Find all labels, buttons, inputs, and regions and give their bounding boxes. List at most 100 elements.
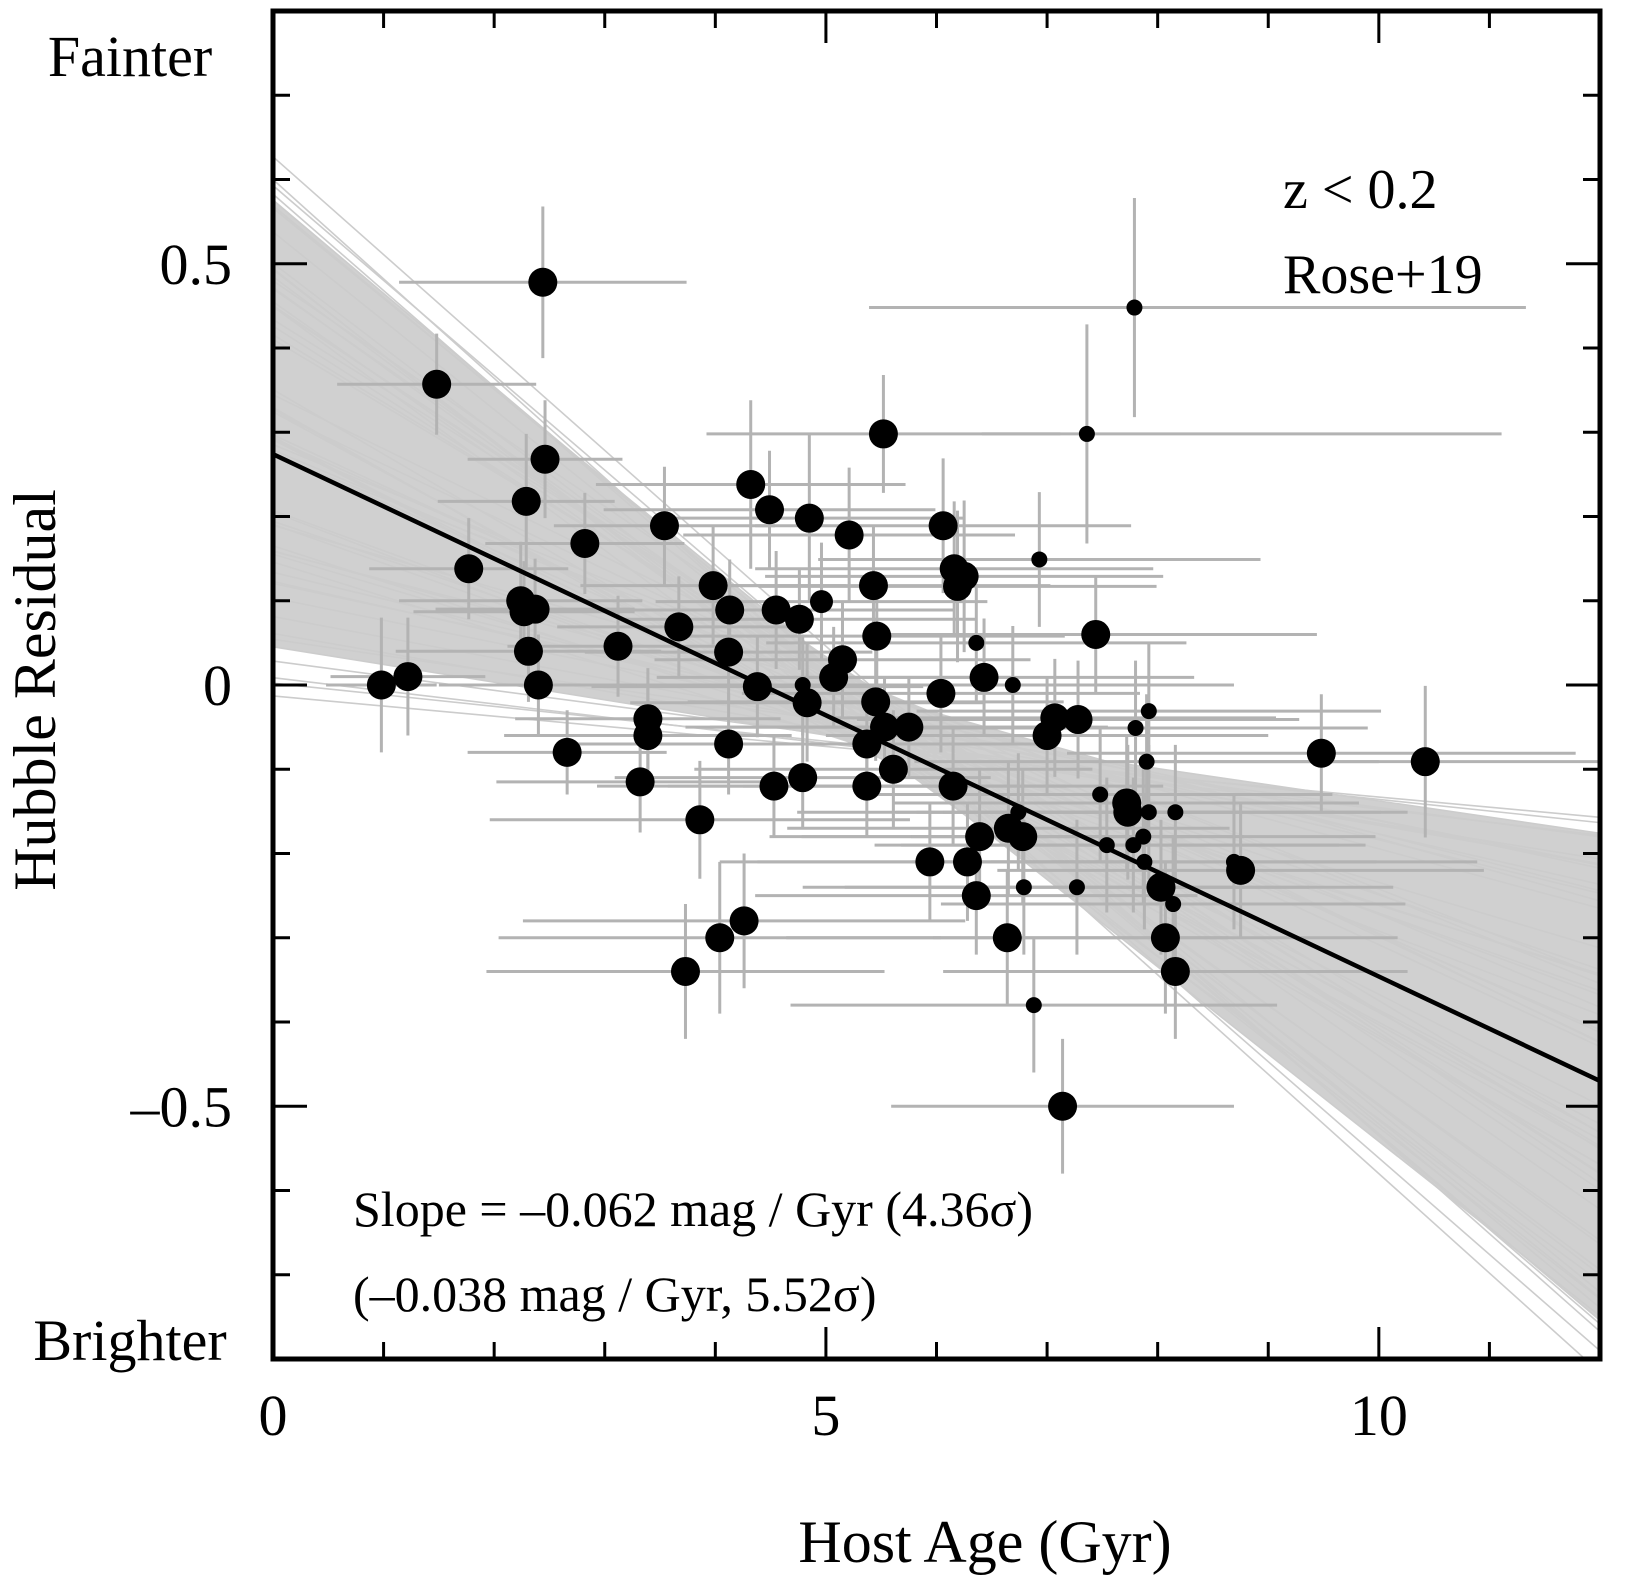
data-point bbox=[870, 712, 900, 742]
data-point bbox=[1226, 855, 1256, 885]
data-point bbox=[664, 612, 694, 642]
x-tick-label: 10 bbox=[1350, 1383, 1408, 1448]
data-point bbox=[513, 636, 543, 666]
data-point bbox=[794, 503, 824, 533]
data-point bbox=[714, 637, 744, 667]
data-point bbox=[1138, 753, 1155, 770]
data-point bbox=[965, 822, 995, 852]
data-point bbox=[952, 847, 982, 877]
data-point bbox=[649, 511, 679, 541]
data-point bbox=[792, 688, 822, 718]
data-point bbox=[1113, 797, 1143, 827]
data-point bbox=[511, 486, 541, 516]
side-label-brighter: Brighter bbox=[33, 1308, 226, 1373]
data-point bbox=[862, 621, 892, 651]
data-point bbox=[1410, 747, 1440, 777]
data-points bbox=[366, 267, 1440, 1121]
data-point bbox=[1150, 923, 1180, 953]
x-axis-title: Host Age (Gyr) bbox=[798, 1509, 1171, 1575]
data-point bbox=[1068, 879, 1085, 896]
data-point bbox=[603, 631, 633, 661]
y-tick-labels: 0.5 0 –0.5 bbox=[130, 232, 233, 1140]
data-point bbox=[705, 923, 735, 953]
slope-annotation: Slope = –0.062 mag / Gyr (4.36σ) bbox=[353, 1181, 1033, 1237]
y-axis-title: Hubble Residual bbox=[2, 489, 68, 891]
y-tick-label: 0 bbox=[203, 653, 232, 718]
data-point bbox=[961, 881, 991, 911]
data-point bbox=[530, 444, 560, 474]
data-point bbox=[834, 520, 864, 550]
data-point bbox=[992, 923, 1022, 953]
data-point bbox=[1048, 1091, 1078, 1121]
data-point bbox=[894, 712, 924, 742]
data-point bbox=[968, 634, 985, 651]
data-point bbox=[714, 729, 744, 759]
data-point bbox=[755, 495, 785, 525]
data-point bbox=[422, 369, 452, 399]
data-point bbox=[938, 771, 968, 801]
data-point bbox=[1126, 299, 1143, 316]
data-point bbox=[1306, 738, 1336, 768]
data-point bbox=[915, 847, 945, 877]
data-point bbox=[878, 754, 908, 784]
data-point bbox=[736, 469, 766, 499]
data-point bbox=[1010, 804, 1027, 821]
posterior-sample-line bbox=[273, 325, 1600, 1175]
data-point bbox=[670, 956, 700, 986]
data-point bbox=[625, 767, 655, 797]
data-point bbox=[861, 687, 891, 717]
data-point bbox=[366, 670, 396, 700]
data-point bbox=[761, 595, 791, 625]
x-tick-label: 0 bbox=[259, 1383, 288, 1448]
posterior-sample-line bbox=[273, 268, 1600, 1300]
posterior-sample-line bbox=[273, 524, 1600, 902]
y-tick-label: 0.5 bbox=[160, 232, 233, 297]
data-point bbox=[928, 511, 958, 541]
data-point bbox=[1140, 703, 1157, 720]
data-point bbox=[1146, 872, 1176, 902]
data-point bbox=[759, 771, 789, 801]
data-point bbox=[698, 571, 728, 601]
data-point bbox=[552, 737, 582, 767]
y-tick-label: –0.5 bbox=[130, 1074, 233, 1139]
data-point bbox=[570, 528, 600, 558]
data-point bbox=[1081, 619, 1111, 649]
data-point bbox=[1078, 425, 1095, 442]
data-point bbox=[1040, 703, 1070, 733]
data-point bbox=[1098, 837, 1115, 854]
data-point bbox=[926, 678, 956, 708]
posterior-sample-line bbox=[273, 580, 1600, 886]
data-point bbox=[809, 590, 833, 614]
data-point bbox=[949, 561, 979, 591]
data-point bbox=[1167, 804, 1184, 821]
posterior-sample-line bbox=[273, 453, 1600, 1031]
data-point bbox=[528, 267, 558, 297]
posterior-sample-line bbox=[273, 443, 1600, 985]
posterior-sample-line bbox=[273, 300, 1600, 1241]
data-point bbox=[393, 662, 423, 692]
data-point bbox=[1015, 879, 1032, 896]
data-point bbox=[1136, 853, 1153, 870]
data-point bbox=[1135, 828, 1152, 845]
posterior-sample-line bbox=[273, 660, 1600, 838]
data-point bbox=[1031, 551, 1048, 568]
data-point bbox=[729, 906, 759, 936]
posterior-sample-line bbox=[273, 597, 1600, 866]
x-tick-label: 5 bbox=[811, 1383, 840, 1448]
posterior-sample-line bbox=[273, 304, 1600, 1191]
data-point bbox=[788, 763, 818, 793]
data-point bbox=[858, 571, 888, 601]
data-point bbox=[1063, 705, 1093, 735]
posterior-sample-line bbox=[273, 438, 1600, 1125]
data-point bbox=[633, 721, 663, 751]
data-point bbox=[784, 604, 814, 634]
posterior-sample-line bbox=[273, 454, 1600, 977]
data-point bbox=[1008, 822, 1038, 852]
data-point bbox=[1140, 804, 1157, 821]
best-fit-line-group bbox=[273, 452, 1600, 1084]
data-point bbox=[1165, 896, 1182, 913]
data-point bbox=[1127, 719, 1144, 736]
data-point bbox=[742, 672, 772, 702]
data-point bbox=[454, 554, 484, 584]
